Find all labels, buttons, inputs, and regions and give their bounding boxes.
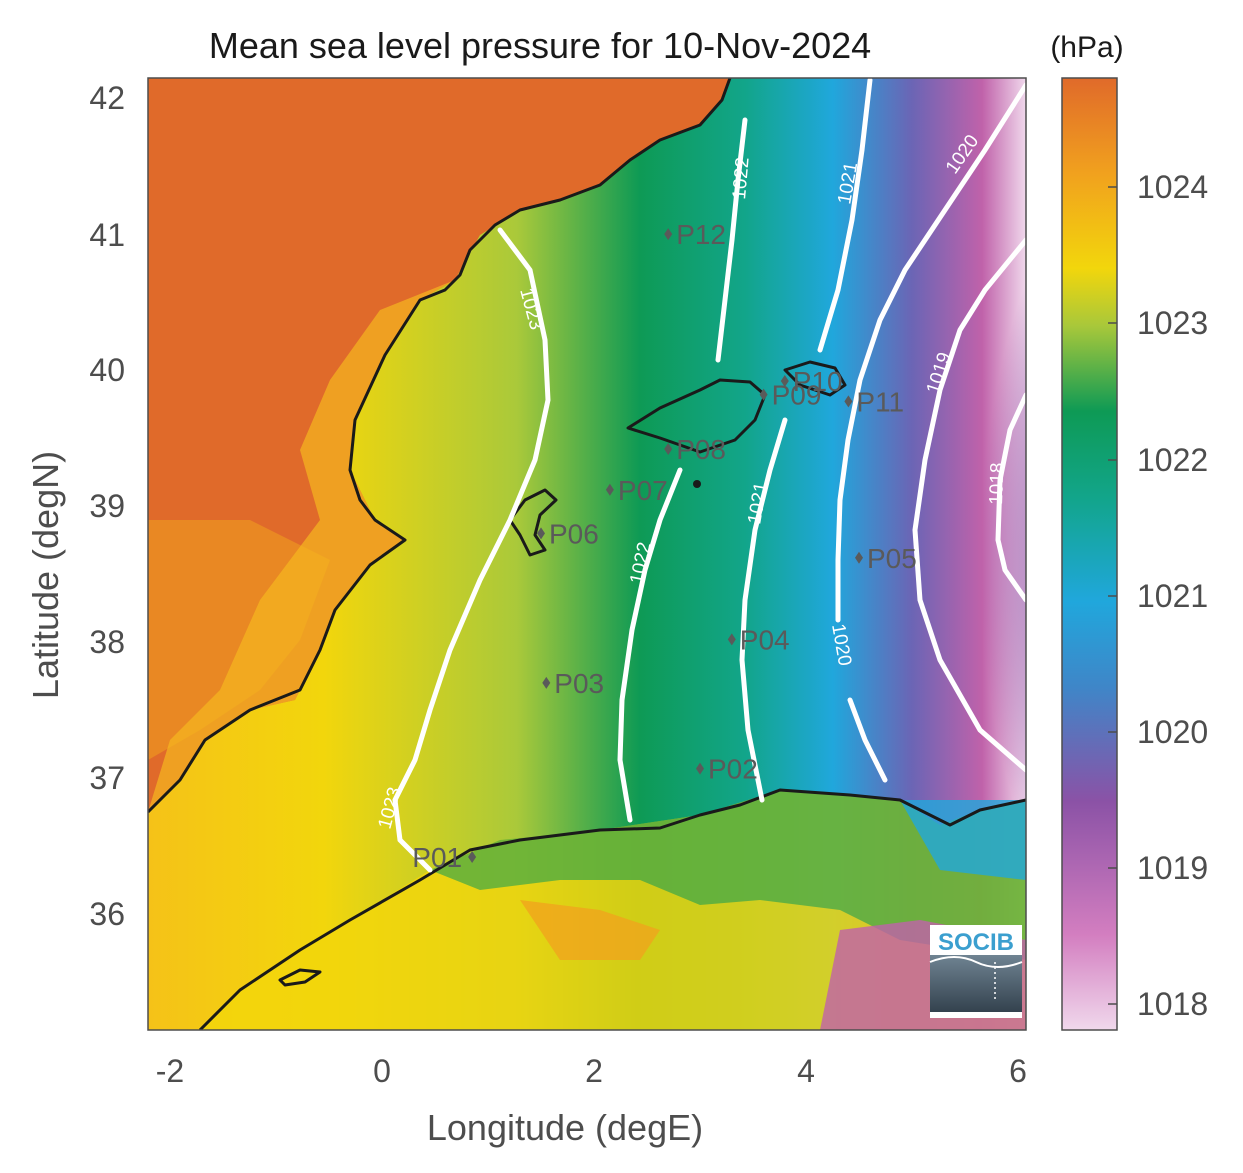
station-label: P03 [554,668,604,699]
station-label: P08 [676,434,726,465]
station-marker [537,527,545,540]
chart-title: Mean sea level pressure for 10-Nov-2024 [209,25,871,66]
menorca-island [783,360,847,397]
map-frame [147,77,1027,1031]
station-label: P04 [740,624,790,655]
isobar-1022-north [715,117,748,363]
atlas-high [520,900,660,960]
station-p10: P10 [780,366,843,397]
logo-header [930,925,1022,955]
colorbar-tick-label: 1020 [1137,714,1208,750]
y-axis-label: Latitude (degN) [25,451,66,699]
mallorca-island [626,378,767,454]
station-marker [605,483,614,496]
station-marker [664,228,673,241]
station-marker [664,443,673,455]
station-marker [855,551,863,564]
station-p12: P12 [664,219,726,250]
x-tick-label: 0 [373,1053,391,1089]
iberia-coastal-strip [148,280,455,812]
station-p09: P09 [759,380,822,411]
iberia-coastline [148,78,732,814]
station-p02: P02 [696,754,758,785]
x-axis-label: Longitude (degE) [427,1107,703,1148]
station-label: P01 [412,842,462,873]
isobar-label: 1018 [986,462,1008,505]
isobar-1022-south [617,467,683,823]
station-marker [759,388,768,401]
station-label: P07 [618,475,668,506]
y-tick-label: 40 [89,352,125,388]
station-marker [542,676,551,689]
y-tick-label: 41 [89,217,125,253]
colorbar-tick-label: 1021 [1137,578,1208,614]
colorbar-tick-label: 1024 [1137,169,1208,205]
y-axis: 42 41 40 39 38 37 36 Latitude (degN) [25,80,125,932]
station-p07: P07 [605,475,668,506]
station-marker [696,762,704,775]
x-tick-label: 6 [1009,1053,1027,1089]
station-p08: P08 [664,434,726,465]
logo-base [930,1012,1022,1018]
colorbar-tick-label: 1023 [1137,305,1208,341]
x-axis: -2 0 2 4 6 Longitude (degE) [156,1053,1027,1148]
colorbar-gradient [1061,77,1118,1031]
y-tick-label: 37 [89,760,125,796]
station-label: P02 [708,754,758,785]
low-pressure-center [796,140,1026,980]
lagoon-outline [278,968,322,987]
x-tick-label: -2 [156,1053,184,1089]
colorbar-tick-label: 1022 [1137,442,1208,478]
isobar-1020-south [847,697,888,783]
station-p01: P01 [412,842,477,873]
x-tick-label: 2 [585,1053,603,1089]
isobar-1018 [995,392,1026,603]
station-label: P10 [793,366,843,397]
station-p06: P06 [537,518,599,549]
station-p03: P03 [542,668,604,699]
station-label: P11 [856,386,904,417]
isobar-1021-south [739,417,788,803]
africa-coastline [198,788,1026,1030]
station-p11: P11 [844,386,904,417]
station-p04: P04 [727,624,790,655]
station-p05: P05 [855,543,917,574]
cabrera-island [693,480,701,488]
station-label: P12 [676,219,726,250]
logo-wave [929,956,1023,968]
isobar-label: 1022 [729,156,754,200]
station-marker [727,633,736,646]
isobar-1019 [912,237,1026,773]
y-tick-label: 36 [89,896,125,932]
ibiza-formentera-island [508,488,558,557]
y-tick-label: 42 [89,80,125,116]
station-marker [844,395,853,408]
isobar-labels: 1023 1023 1022 1022 1021 1021 1020 1020 … [375,131,1009,831]
map-area: 1023 1023 1022 1022 1021 1021 1020 1020 … [148,78,1026,1030]
colorbar-tick-label: 1019 [1137,850,1208,886]
station-label: P09 [772,380,822,411]
logo-text: SOCIB [938,929,1014,956]
y-tick-label: 38 [89,624,125,660]
station-label: P06 [549,518,599,549]
station-label: P05 [867,543,917,574]
colorbar-unit: (hPa) [1050,31,1123,64]
isobar-1023 [392,227,551,873]
y-tick-label: 39 [89,488,125,524]
station-marker [468,851,477,863]
socib-logo: SOCIB [929,925,1023,1018]
isobar-1020-north [835,82,1026,623]
x-tick-label: 4 [797,1053,815,1089]
colorbar: (hPa) 1024 1023 1022 1021 1020 1019 1018 [1050,31,1208,1031]
isobar-1021-north [817,78,873,353]
colorbar-tick-label: 1018 [1137,986,1208,1022]
station-marker [780,375,789,387]
africa-blue-band [900,800,1026,880]
